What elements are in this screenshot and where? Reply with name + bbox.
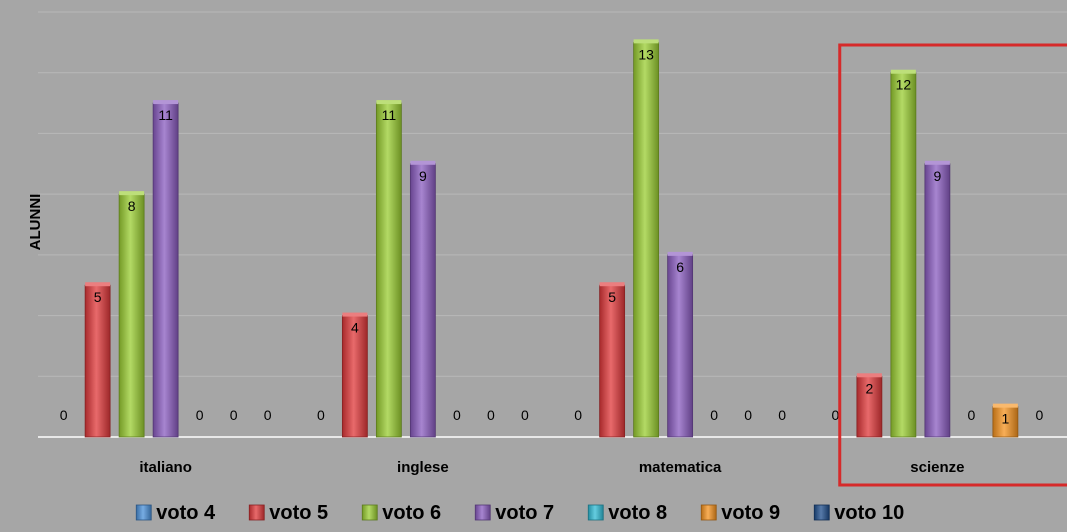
value-label: 0 [453,407,461,423]
legend-label: voto 9 [721,502,780,524]
legend-label: voto 5 [269,502,328,524]
value-label: 0 [60,407,68,423]
bar-italiano-voto-5 [84,284,111,438]
value-label: 0 [574,407,582,423]
legend-item-voto-6: voto 6 [361,502,441,524]
legend-item-voto-8: voto 8 [587,502,667,524]
bar-cap [119,191,145,196]
value-label: 8 [128,198,136,214]
value-label: 4 [351,320,359,336]
bar-cap [85,282,111,287]
bar-matematica-voto-6 [633,41,660,438]
bar-scienze-voto-9 [992,406,1019,438]
legend-swatch [361,504,378,521]
highlight-box [838,43,1067,487]
bar-scienze-voto-7 [924,163,951,438]
legend-item-voto-10: voto 10 [813,502,904,524]
data-labels: 0 5 8 11 0 0 0 0 4 11 9 0 0 0 0 5 13 6 0 0 0 0 2 12 9 0 1 0 [60,46,1044,426]
bar-cap [599,282,625,287]
value-label: 0 [317,407,325,423]
legend-swatch [135,504,152,521]
bar-cap [376,100,402,105]
value-label: 5 [608,289,616,305]
legend-item-voto-9: voto 9 [700,502,780,524]
value-label: 0 [778,407,786,423]
legend-item-voto-7: voto 7 [474,502,554,524]
category-label-scienze: scienze [910,459,964,476]
bar-italiano-voto-6 [118,193,145,438]
bar-cap [667,251,693,256]
category-label-inglese: inglese [397,459,449,476]
value-label: 2 [865,380,873,396]
bar-cap [890,69,916,74]
bar-cap [924,160,950,165]
legend-swatch [700,504,717,521]
bar-scienze-voto-5 [856,375,883,438]
legend-label: voto 4 [156,502,216,524]
category-labels: italiano inglese matematica scienze [139,459,964,476]
value-label: 0 [487,407,495,423]
value-label: 11 [158,107,173,123]
category-label-italiano: italiano [139,459,192,476]
value-label: 0 [1035,407,1043,423]
y-axis-label: ALUNNI [27,194,44,251]
value-label: 0 [230,407,238,423]
value-label: 1 [1001,411,1009,427]
bar-cap [633,39,659,44]
value-label: 9 [419,168,427,184]
bar-inglese-voto-6 [375,102,402,438]
legend-swatch [474,504,491,521]
bar-italiano-voto-7 [152,102,179,438]
bar-inglese-voto-5 [341,315,368,438]
legend-label: voto 10 [834,502,904,524]
legend-item-voto-5: voto 5 [248,502,328,524]
bar-inglese-voto-7 [409,163,436,438]
value-label: 0 [264,407,272,423]
value-label: 13 [638,46,654,62]
bar-cap [153,100,179,105]
value-label: 6 [676,259,684,275]
bar-cap [342,312,368,317]
value-label: 0 [831,407,839,423]
bar-matematica-voto-5 [599,284,626,438]
value-label: 0 [744,407,752,423]
bar-cap [992,403,1018,408]
legend-item-voto-4: voto 4 [135,502,216,524]
legend-label: voto 6 [382,502,441,524]
bar-cap [856,373,882,378]
legend-label: voto 7 [495,502,554,524]
value-label: 5 [94,289,102,305]
value-label: 0 [967,407,975,423]
value-label: 12 [896,77,912,93]
legend-swatch [587,504,604,521]
legend-swatch [248,504,265,521]
legend-label: voto 8 [608,502,667,524]
value-label: 0 [196,407,204,423]
value-label: 11 [382,107,397,123]
highlight-rectangle [838,43,1067,487]
bars [84,39,1019,438]
category-label-matematica: matematica [639,459,722,476]
bar-scienze-voto-6 [890,72,917,438]
bar-cap [410,160,436,165]
legend-swatch [813,504,830,521]
value-label: 9 [933,168,941,184]
legend: voto 4 voto 5 voto 6 voto 7 voto 8 voto 9 voto… [135,502,904,524]
value-label: 0 [521,407,529,423]
value-label: 0 [710,407,718,423]
bar-matematica-voto-7 [667,254,694,438]
